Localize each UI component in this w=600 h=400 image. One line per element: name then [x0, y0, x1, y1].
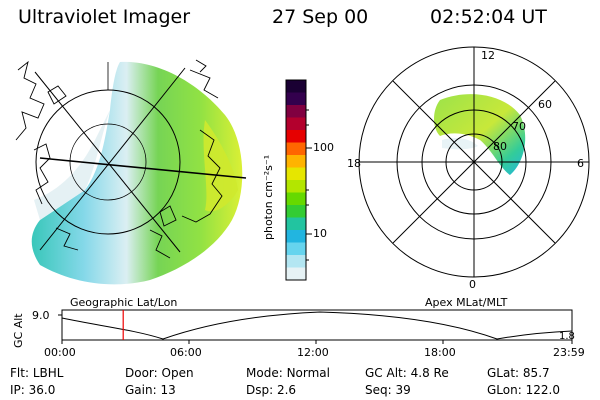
timeline-ylabel: GC Alt	[12, 313, 25, 348]
timeline-ytick-low: 1.8	[559, 331, 575, 342]
info-flt: Flt: LBHL	[10, 366, 64, 380]
colorbar-swatch	[286, 205, 306, 218]
colorbar-swatch	[286, 255, 306, 268]
colorbar-swatch	[286, 217, 306, 231]
info-dsp: Dsp: 2.6	[246, 383, 297, 397]
geographic-map	[15, 59, 247, 285]
colorbar-swatch	[286, 267, 306, 281]
info-gc-alt: GC Alt: 4.8 Re	[365, 366, 449, 380]
time-label-2359: 23:59	[553, 346, 585, 359]
colorbar-tick-10: 10	[313, 227, 327, 240]
colorbar-swatch	[286, 155, 306, 168]
colorbar-swatch	[286, 130, 306, 143]
mlt-label-12: 12	[481, 49, 495, 62]
time-label-0000: 00:00	[44, 346, 76, 359]
colorbar-swatch	[286, 117, 306, 131]
colorbar	[286, 80, 306, 281]
colorbar-tick-100: 100	[313, 141, 334, 154]
mlt-label-18: 18	[347, 157, 361, 170]
timeline-ytick: 9.0	[32, 309, 50, 322]
lat-label-70: 70	[512, 120, 526, 133]
info-ip: IP: 36.0	[10, 383, 56, 397]
time-label: 02:52:04 UT	[430, 6, 547, 28]
info-gain: Gain: 13	[125, 383, 176, 397]
info-glon: GLon: 122.0	[487, 383, 560, 397]
colorbar-swatch	[286, 142, 306, 156]
info-seq: Seq: 39	[365, 383, 411, 397]
colorbar-swatch	[286, 105, 306, 118]
colorbar-swatch	[286, 180, 306, 193]
mlt-label-0: 0	[469, 278, 476, 291]
time-label-1200: 12:00	[297, 346, 329, 359]
colorbar-swatch	[286, 242, 306, 256]
polar-plot	[358, 46, 590, 278]
date-label: 27 Sep 00	[272, 6, 369, 28]
lat-label-60: 60	[538, 98, 552, 111]
left-panel-caption: Geographic Lat/Lon	[70, 296, 178, 309]
right-panel-caption: Apex MLat/MLT	[425, 296, 508, 309]
mlt-label-6: 6	[577, 157, 584, 170]
lat-label-80: 80	[493, 140, 507, 153]
timeline-plot	[58, 309, 573, 344]
colorbar-swatch	[286, 167, 306, 181]
colorbar-swatch	[286, 92, 306, 106]
time-label-0600: 06:00	[170, 346, 202, 359]
info-mode: Mode: Normal	[246, 366, 330, 380]
info-door: Door: Open	[125, 366, 194, 380]
time-label-1800: 18:00	[424, 346, 456, 359]
colorbar-swatch	[286, 80, 306, 93]
info-glat: GLat: 85.7	[487, 366, 550, 380]
colorbar-swatch	[286, 192, 306, 206]
colorbar-swatch	[286, 230, 306, 243]
instrument-title: Ultraviolet Imager	[18, 6, 191, 28]
colorbar-unit: photon cm⁻²s⁻¹	[262, 154, 275, 240]
